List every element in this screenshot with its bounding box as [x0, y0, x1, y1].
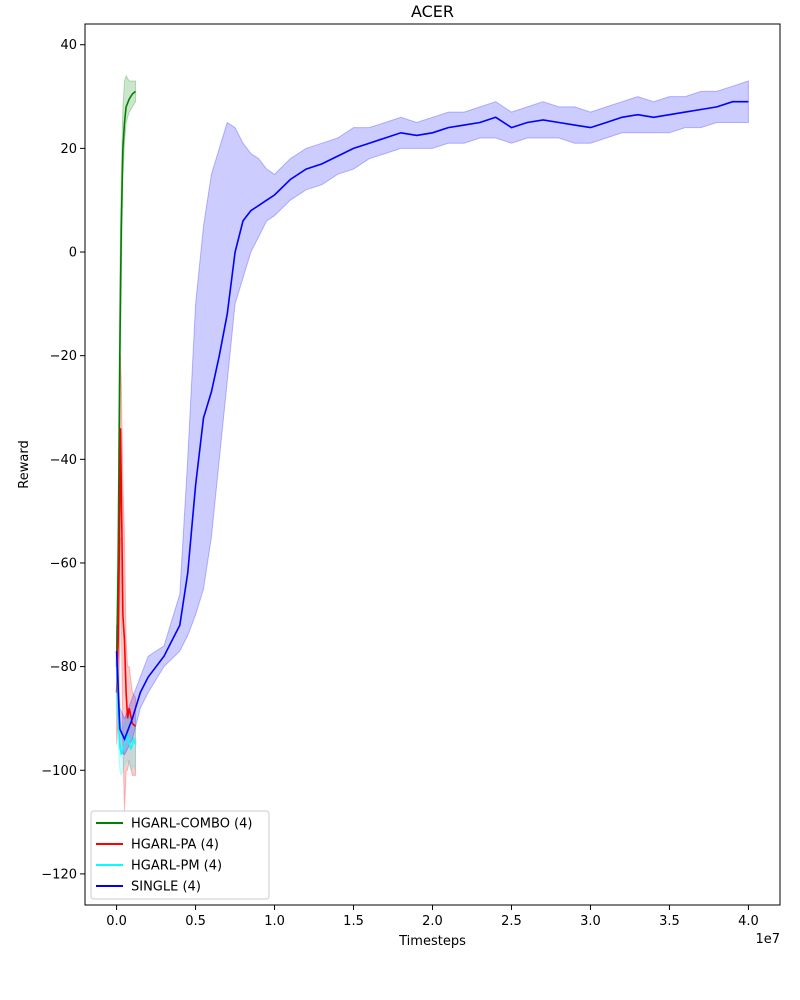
y-tick-label: −120 — [41, 867, 77, 882]
line-series-0 — [115, 90, 137, 667]
y-tick-label: 40 — [60, 38, 77, 53]
y-axis-ticks: −120 −100 −80 −60 −40 −20 0 20 40 — [41, 38, 85, 882]
band-series-3 — [116, 80, 749, 756]
x-tick-label: 2.0 — [422, 914, 443, 929]
x-tick-label: 0.0 — [106, 914, 127, 929]
legend-entry: HGARL-PM (4) — [131, 859, 222, 874]
x-tick-label: 1.5 — [343, 914, 364, 929]
y-tick-label: −80 — [50, 660, 77, 675]
legend-box — [90, 810, 270, 900]
x-axis-offset-text: 1e7 — [755, 932, 780, 947]
line-series-3 — [115, 100, 749, 742]
x-axis-ticks: 0.0 0.5 1.0 1.5 2.0 2.5 3.0 3.5 4.0 — [106, 905, 759, 929]
y-tick-label: −20 — [50, 349, 77, 364]
x-tick-label: 0.5 — [185, 914, 206, 929]
y-axis-label: Reward — [17, 440, 32, 488]
confidence-bands — [116, 74, 749, 812]
x-tick-label: 2.5 — [501, 914, 522, 929]
y-tick-label: 0 — [69, 246, 77, 261]
x-tick-label: 3.5 — [659, 914, 680, 929]
y-tick-label: 20 — [60, 142, 77, 157]
band-series-2 — [116, 625, 136, 778]
x-tick-label: 1.0 — [264, 914, 285, 929]
line-series-2 — [115, 651, 137, 755]
y-tick-label: −40 — [50, 453, 77, 468]
legend-entry: HGARL-COMBO (4) — [131, 817, 252, 832]
x-tick-label: 4.0 — [738, 914, 759, 929]
x-axis-label: Timesteps — [398, 934, 466, 949]
y-tick-label: −100 — [41, 764, 77, 779]
line-series-1 — [115, 428, 137, 727]
legend: HGARL-COMBO (4) HGARL-PA (4) HGARL-PM (4) S… — [90, 810, 270, 900]
legend-entry: HGARL-PA (4) — [131, 838, 219, 853]
x-tick-label: 3.0 — [580, 914, 601, 929]
legend-entry: SINGLE (4) — [131, 880, 201, 895]
chart-title: ACER — [411, 2, 454, 21]
y-tick-label: −60 — [50, 556, 77, 571]
series-lines — [115, 90, 749, 755]
